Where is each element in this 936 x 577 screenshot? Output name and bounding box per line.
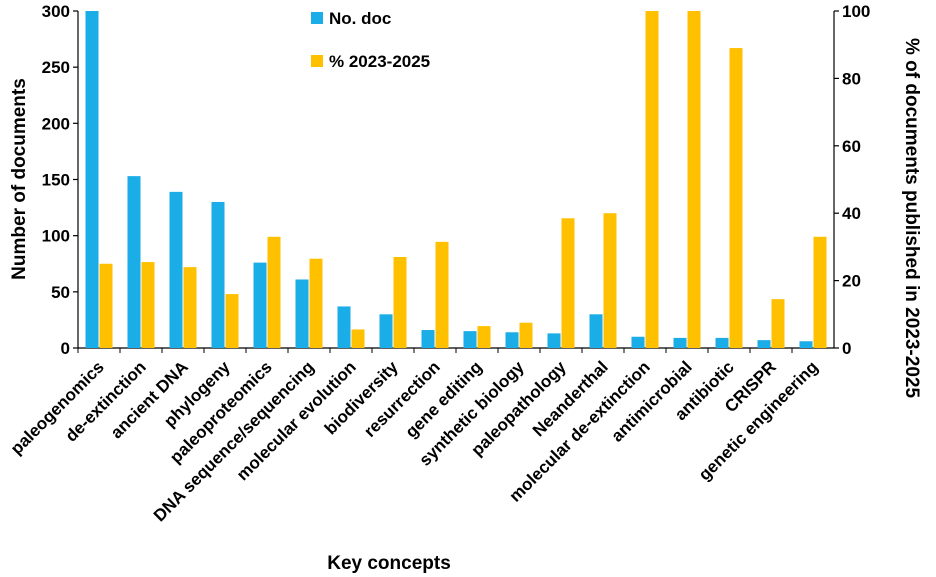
bar-no-doc xyxy=(757,340,771,348)
bar-no-doc xyxy=(631,336,645,348)
series-no-doc-bars xyxy=(85,11,813,348)
legend-swatch-pct xyxy=(311,55,323,67)
bar-pct-2023-2025 xyxy=(813,236,827,348)
left-tick-label: 300 xyxy=(42,2,70,21)
left-tick-label: 50 xyxy=(51,283,70,302)
bar-no-doc xyxy=(463,331,477,348)
bar-no-doc xyxy=(253,262,267,348)
bar-pct-2023-2025 xyxy=(519,322,533,348)
bar-no-doc xyxy=(379,314,393,348)
bar-no-doc xyxy=(211,201,225,348)
left-y-axis: 0 50 100 150 200 250 300 xyxy=(42,2,79,358)
right-tick-label: 40 xyxy=(842,204,861,223)
bar-pct-2023-2025 xyxy=(183,267,197,348)
left-tick-label: 0 xyxy=(61,339,70,358)
bar-pct-2023-2025 xyxy=(393,257,407,348)
bar-no-doc xyxy=(295,279,309,348)
bar-pct-2023-2025 xyxy=(603,213,617,348)
legend-label-pct: % 2023-2025 xyxy=(329,52,430,71)
bar-pct-2023-2025 xyxy=(435,241,449,348)
left-tick-label: 200 xyxy=(42,114,70,133)
bar-pct-2023-2025 xyxy=(477,326,491,348)
bar-no-doc xyxy=(799,341,813,348)
bar-no-doc xyxy=(589,314,603,348)
left-tick-label: 250 xyxy=(42,58,70,77)
right-tick-label: 0 xyxy=(842,339,851,358)
left-tick-label: 100 xyxy=(42,227,70,246)
right-tick-label: 60 xyxy=(842,137,861,156)
bar-pct-2023-2025 xyxy=(561,218,575,348)
bar-pct-2023-2025 xyxy=(771,299,785,348)
bar-pct-2023-2025 xyxy=(687,11,701,348)
bar-no-doc xyxy=(715,337,729,348)
bar-pct-2023-2025 xyxy=(309,258,323,348)
x-axis-title: Key concepts xyxy=(327,553,451,574)
legend: No. doc % 2023-2025 xyxy=(311,9,430,71)
bar-pct-2023-2025 xyxy=(351,329,365,348)
bar-no-doc xyxy=(547,333,561,348)
bar-no-doc xyxy=(85,11,99,348)
right-tick-label: 20 xyxy=(842,272,861,291)
bar-no-doc xyxy=(337,306,351,348)
bar-no-doc xyxy=(127,176,141,348)
bar-pct-2023-2025 xyxy=(99,263,113,348)
bar-no-doc xyxy=(169,191,183,348)
legend-label-no-doc: No. doc xyxy=(329,9,391,28)
bar-no-doc xyxy=(505,332,519,348)
right-tick-label: 80 xyxy=(842,69,861,88)
bar-pct-2023-2025 xyxy=(267,236,281,348)
right-tick-label: 100 xyxy=(842,2,870,21)
y2-axis-title: % of documents published in 2023-2025 xyxy=(901,38,922,398)
legend-swatch-no-doc xyxy=(311,12,323,24)
bar-pct-2023-2025 xyxy=(645,11,659,348)
series-pct-bars xyxy=(99,11,827,348)
right-y-axis: 0 20 40 60 80 100 xyxy=(833,2,870,358)
bar-pct-2023-2025 xyxy=(141,262,155,348)
y-axis-title: Number of documents xyxy=(9,78,30,280)
bar-pct-2023-2025 xyxy=(225,294,239,348)
bar-no-doc xyxy=(421,330,435,348)
bar-pct-2023-2025 xyxy=(729,48,743,348)
left-tick-label: 150 xyxy=(42,171,70,190)
bar-no-doc xyxy=(673,337,687,348)
